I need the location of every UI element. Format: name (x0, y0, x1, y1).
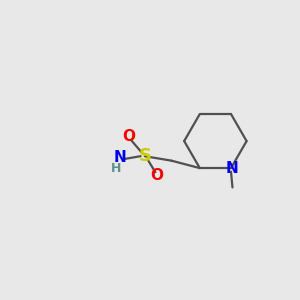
Text: O: O (150, 168, 163, 183)
Text: N: N (113, 150, 126, 165)
Text: S: S (138, 147, 151, 165)
Text: O: O (122, 129, 135, 144)
Text: N: N (226, 160, 239, 175)
Text: H: H (111, 162, 121, 175)
